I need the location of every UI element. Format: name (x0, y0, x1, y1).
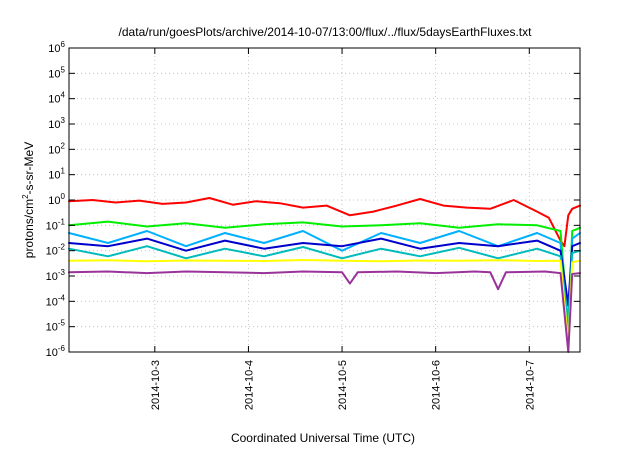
y-tick-label: 100 (48, 192, 65, 207)
y-tick-label: 10-5 (46, 319, 66, 334)
y-tick-label: 104 (48, 91, 65, 106)
ticks (69, 47, 580, 353)
y-tick-label: 102 (48, 141, 65, 156)
x-tick-label: 2014-10-4 (243, 360, 255, 410)
y-tick-label: 10-2 (46, 243, 66, 258)
y-tick-labels: 10-6 10-5 10-4 10-3 10-2 10-1 100 101 102 103 104 1… (46, 40, 66, 359)
y-tick-label: 10-3 (46, 268, 66, 283)
y-tick-label: 10-4 (46, 293, 66, 308)
series-line-7 (68, 270, 581, 353)
y-tick-label: 103 (48, 116, 65, 131)
grid (69, 48, 580, 352)
x-tick-label: 2014-10-5 (337, 360, 349, 410)
x-tick-label: 2014-10-3 (150, 360, 162, 410)
y-axis-label: protons/cm2-s-sr-MeV (21, 142, 36, 258)
series-line-1 (68, 197, 581, 248)
x-tick-label: 2014-10-6 (431, 360, 443, 410)
y-tick-label: 101 (48, 167, 65, 182)
x-axis-label: Coordinated Universal Time (UTC) (231, 431, 415, 445)
x-tick-label: 2014-10-7 (524, 360, 536, 410)
series-line-4 (68, 237, 581, 307)
chart-title: /data/run/goesPlots/archive/2014-10-07/1… (119, 25, 533, 39)
y-tick-label: 10-1 (46, 217, 66, 232)
x-tick-labels: 2014-10-3 2014-10-4 2014-10-5 2014-10-6 2014… (150, 360, 536, 410)
y-tick-label: 10-6 (46, 344, 66, 359)
series-line-6 (68, 259, 581, 346)
y-tick-label: 106 (48, 40, 65, 55)
y-tick-label: 105 (48, 65, 65, 80)
series-group (68, 197, 581, 353)
series-line-2 (68, 220, 581, 328)
series-line-5 (68, 245, 581, 324)
